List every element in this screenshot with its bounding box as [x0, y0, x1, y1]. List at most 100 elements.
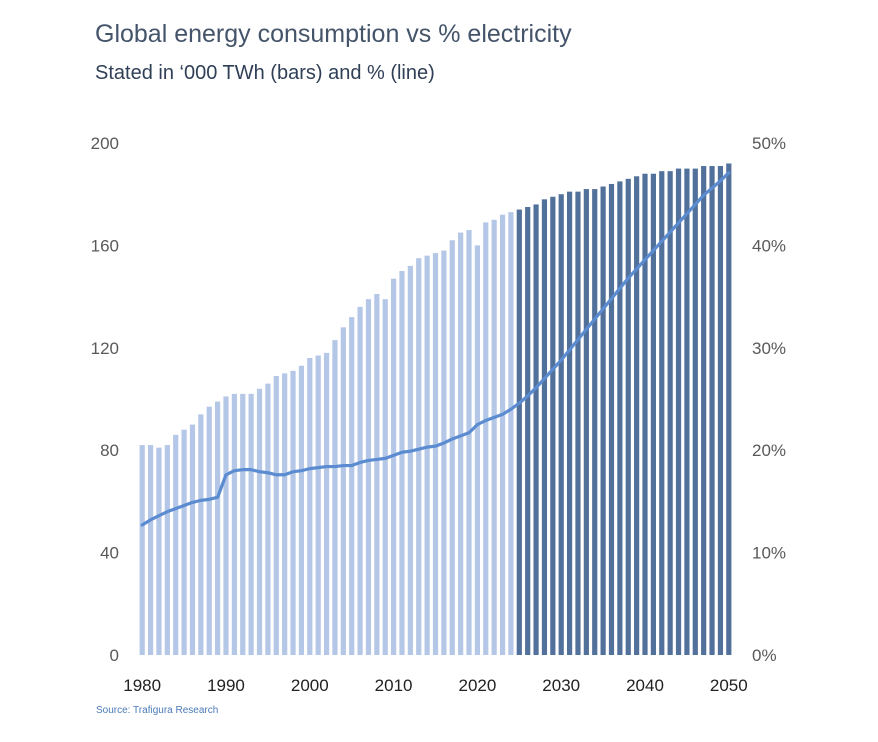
bar-1999: [298, 365, 305, 655]
bar-2003: [332, 340, 338, 655]
line-series: [140, 171, 731, 527]
bar-2042: [659, 171, 665, 655]
bar-1982: [156, 447, 162, 655]
bar-2034: [592, 189, 598, 655]
left-y-tick: 160: [91, 236, 119, 255]
right-y-axis: 0% 10% 20% 30% 40% 50%: [752, 134, 786, 665]
bar-2031: [566, 191, 573, 655]
bar-2040: [642, 173, 648, 655]
bar-2025: [516, 209, 522, 655]
bar-2016: [441, 250, 447, 655]
chart-subtitle: Stated in ‘000 TWh (bars) and % (line): [95, 62, 435, 84]
bar-2013: [416, 258, 422, 655]
bar-2041: [650, 173, 656, 655]
x-tick-2010: 2010: [375, 676, 413, 695]
right-y-tick: 20%: [752, 441, 786, 460]
bar-2022: [491, 219, 497, 656]
x-tick-2000: 2000: [291, 676, 329, 695]
bar-2029: [550, 196, 556, 655]
bar-1980: [139, 445, 145, 655]
bar-2037: [617, 181, 623, 655]
bar-2026: [525, 207, 531, 655]
bar-1990: [223, 396, 229, 655]
bar-2005: [349, 317, 355, 655]
bar-2007: [365, 299, 372, 655]
bar-2002: [323, 352, 330, 655]
left-y-tick: 80: [100, 441, 119, 460]
bar-2047: [701, 166, 707, 656]
bar-2045: [684, 168, 690, 655]
bar-2015: [432, 253, 439, 655]
x-axis: 1980 1990 2000 2010 2020 2030 2040 2050: [123, 676, 747, 695]
bar-1984: [173, 434, 179, 655]
x-tick-2040: 2040: [626, 676, 664, 695]
bar-2048: [709, 166, 715, 656]
bar-1998: [290, 370, 296, 655]
bar-2050: [726, 163, 732, 656]
bar-2036: [608, 183, 615, 655]
bar-2049: [717, 166, 724, 656]
bar-1994: [256, 388, 263, 655]
bar-1995: [265, 383, 271, 655]
left-y-axis: 0 40 80 120 160 200: [91, 134, 119, 665]
x-tick-2030: 2030: [542, 676, 580, 695]
bar-2032: [575, 191, 581, 655]
bar-2033: [583, 189, 589, 655]
right-y-tick: 10%: [752, 544, 786, 563]
right-y-tick: 40%: [752, 236, 786, 255]
source-note: Source: Trafigura Research: [96, 705, 219, 716]
bar-2018: [458, 232, 464, 655]
bar-series: [139, 163, 732, 656]
bar-1989: [215, 401, 221, 655]
x-tick-2020: 2020: [458, 676, 496, 695]
bar-2043: [667, 171, 673, 655]
chart-title: Global energy consumption vs % electrici…: [95, 20, 572, 48]
bar-1985: [181, 429, 187, 655]
bar-1993: [248, 393, 254, 655]
bar-2011: [399, 271, 405, 655]
right-y-tick: 0%: [752, 646, 777, 665]
bar-2044: [675, 168, 682, 655]
bar-2006: [357, 306, 363, 655]
bar-2046: [692, 168, 698, 655]
bar-2020: [474, 245, 480, 655]
bar-1983: [164, 445, 170, 655]
bar-2039: [634, 176, 640, 655]
x-tick-1990: 1990: [207, 676, 245, 695]
bar-1991: [231, 393, 237, 655]
left-y-tick: 120: [91, 339, 119, 358]
bar-2012: [407, 265, 413, 655]
bar-2035: [600, 186, 606, 655]
bar-1992: [240, 393, 246, 655]
left-y-tick: 200: [91, 134, 119, 153]
bar-1988: [206, 406, 212, 655]
bar-2000: [307, 358, 313, 655]
x-tick-1980: 1980: [123, 676, 161, 695]
bar-2017: [449, 240, 455, 655]
bar-1987: [198, 414, 204, 655]
electricity-share-line: [140, 171, 731, 527]
bar-2024: [508, 212, 514, 655]
bar-2010: [391, 278, 397, 655]
bar-2021: [483, 222, 489, 656]
bar-1981: [147, 445, 154, 655]
bar-1997: [282, 373, 288, 655]
bar-1986: [189, 424, 196, 655]
bar-1996: [273, 375, 279, 655]
bar-2027: [533, 204, 539, 655]
bar-2004: [340, 327, 346, 655]
bar-2001: [315, 355, 321, 655]
x-tick-2050: 2050: [710, 676, 748, 695]
left-y-tick: 0: [110, 646, 119, 665]
bar-2038: [625, 178, 631, 655]
right-y-tick: 50%: [752, 134, 786, 153]
bar-2008: [374, 294, 380, 655]
right-y-tick: 30%: [752, 339, 786, 358]
bar-2014: [424, 255, 430, 655]
bar-2023: [499, 214, 506, 655]
bar-2028: [541, 199, 548, 655]
bar-2009: [382, 299, 388, 655]
bar-2030: [558, 194, 564, 655]
bar-2019: [466, 230, 472, 656]
